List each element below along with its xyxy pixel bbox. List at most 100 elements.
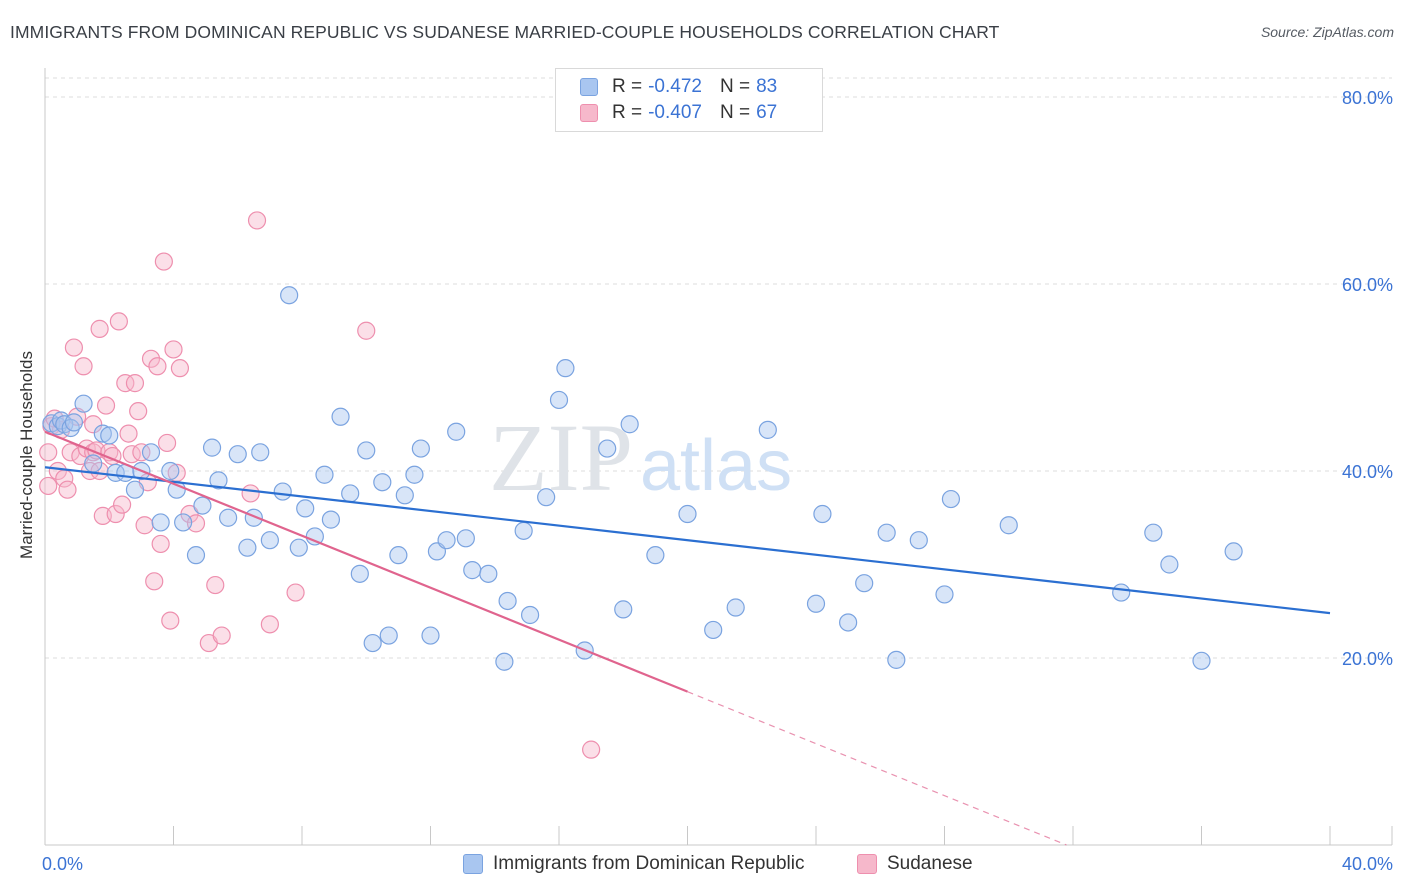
legend-n-value: 67 bbox=[756, 102, 778, 123]
sudanese-point bbox=[206, 575, 225, 595]
dominican-point bbox=[186, 546, 206, 565]
watermark: ZIP atlas bbox=[489, 404, 792, 511]
dominican-point bbox=[289, 538, 308, 557]
dominican-point bbox=[341, 484, 360, 503]
sudanese-point bbox=[157, 433, 177, 453]
dominican-point bbox=[678, 504, 697, 524]
y-tick-label: 20.0% bbox=[1342, 649, 1393, 669]
dominican-point bbox=[251, 443, 270, 462]
legend-swatch-pink bbox=[580, 104, 598, 122]
dominican-point bbox=[549, 390, 569, 410]
dominican-point bbox=[1160, 555, 1179, 574]
x-tick-label-min: 0.0% bbox=[42, 854, 83, 874]
y-axis-label: Married-couple Households bbox=[17, 351, 36, 559]
dominican-point bbox=[106, 463, 125, 482]
dominican-point bbox=[463, 561, 482, 580]
dominican-points bbox=[42, 286, 1243, 671]
bottom-legend-dominican[interactable]: Immigrants from Dominican Republic bbox=[463, 852, 805, 876]
sudanese-point bbox=[260, 615, 279, 634]
legend-r-value: -0.472 bbox=[648, 76, 702, 97]
sudanese-point bbox=[247, 211, 267, 230]
dominican-point bbox=[260, 531, 279, 550]
sudanese-point bbox=[141, 349, 161, 368]
dominican-point bbox=[379, 626, 398, 645]
legend-n-label: N = bbox=[719, 76, 751, 97]
legend-r-label: R = bbox=[612, 76, 643, 97]
chart-title: IMMIGRANTS FROM DOMINICAN REPUBLIC VS SU… bbox=[10, 22, 1000, 42]
dominican-point bbox=[161, 461, 180, 481]
dominican-point bbox=[238, 538, 257, 557]
legend-r-value: -0.407 bbox=[648, 102, 702, 123]
sudanese-point bbox=[119, 424, 138, 443]
dominican-point bbox=[331, 407, 350, 426]
dominican-point bbox=[125, 480, 145, 499]
dominican-point bbox=[389, 546, 408, 565]
sudanese-point bbox=[64, 338, 84, 357]
dominican-point bbox=[877, 523, 896, 542]
dominican-point bbox=[74, 394, 93, 413]
sudanese-point bbox=[129, 402, 148, 421]
dominican-point bbox=[405, 465, 424, 484]
bottom-legend-sudanese[interactable]: Sudanese bbox=[857, 852, 973, 876]
dominican-point bbox=[296, 499, 315, 518]
dominican-point bbox=[806, 594, 826, 613]
y-tick-label: 40.0% bbox=[1342, 462, 1393, 482]
dominican-point bbox=[646, 546, 665, 565]
dominican-point bbox=[941, 489, 961, 509]
legend-row-sudanese: R = -0.407 N = 67 bbox=[580, 101, 777, 125]
sudanese-point bbox=[132, 443, 151, 462]
dominican-point bbox=[887, 650, 906, 669]
dominican-point bbox=[411, 439, 430, 458]
watermark-atlas: atlas bbox=[640, 426, 792, 506]
y-tick-label: 80.0% bbox=[1342, 88, 1393, 108]
sudanese-point bbox=[212, 626, 231, 645]
dominican-point bbox=[813, 504, 832, 524]
sudanese-point bbox=[96, 396, 116, 415]
dominican-point bbox=[447, 422, 466, 441]
sudanese-point bbox=[154, 252, 173, 271]
legend-row-dominican: R = -0.472 N = 83 bbox=[580, 75, 777, 99]
dominican-point bbox=[209, 471, 228, 490]
sudanese-point bbox=[148, 357, 167, 376]
dominican-point bbox=[514, 521, 533, 540]
dominican-point bbox=[151, 513, 170, 532]
dominican-point bbox=[315, 465, 334, 484]
tick-labels: 20.0% 40.0% 60.0% 80.0% 0.0% 40.0% bbox=[42, 88, 1393, 874]
dominican-point bbox=[704, 620, 723, 640]
dominican-point bbox=[537, 488, 556, 507]
dominican-point bbox=[373, 473, 392, 492]
dominican-point bbox=[421, 626, 440, 645]
gridlines bbox=[45, 77, 1392, 659]
dominican-point bbox=[855, 574, 874, 593]
dominican-point bbox=[61, 418, 80, 438]
dominican-point bbox=[141, 443, 161, 462]
watermark-zip: ZIP bbox=[489, 404, 633, 511]
dominican-point bbox=[1144, 523, 1163, 542]
sudanese-point bbox=[170, 359, 190, 378]
dominican-point bbox=[1224, 542, 1243, 561]
source-attribution: Source: ZipAtlas.com bbox=[1260, 24, 1394, 40]
dominican-point bbox=[93, 424, 112, 443]
bottom-legend-label: Immigrants from Dominican Republic bbox=[493, 853, 805, 874]
dominican-point bbox=[495, 652, 514, 671]
dominican-point bbox=[479, 564, 498, 583]
sudanese-point bbox=[39, 443, 58, 462]
sudanese-point bbox=[112, 495, 132, 514]
sudanese-point bbox=[90, 319, 109, 338]
dominican-trend-line bbox=[44, 466, 1331, 615]
dominican-point bbox=[228, 445, 247, 464]
y-tick-label: 60.0% bbox=[1342, 275, 1393, 295]
dominican-point bbox=[839, 613, 858, 632]
dominican-point bbox=[520, 605, 540, 625]
sudanese-trend-extension bbox=[687, 691, 1067, 846]
dominican-point bbox=[498, 591, 517, 611]
correlation-legend: R = -0.472 N = 83 R = -0.407 N = 67 bbox=[555, 68, 823, 132]
sudanese-point bbox=[109, 312, 128, 331]
legend-r-label: R = bbox=[612, 102, 643, 123]
dominican-point bbox=[909, 531, 928, 550]
sudanese-point bbox=[106, 504, 125, 524]
dominican-point bbox=[999, 516, 1018, 535]
sudanese-point bbox=[151, 534, 170, 554]
sudanese-point bbox=[90, 461, 109, 481]
